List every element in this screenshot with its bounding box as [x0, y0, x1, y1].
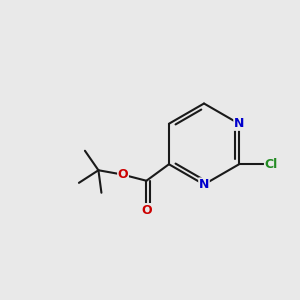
- Text: O: O: [141, 204, 152, 217]
- Text: Cl: Cl: [265, 158, 278, 171]
- Text: N: N: [199, 178, 209, 191]
- Text: O: O: [118, 168, 128, 181]
- Text: N: N: [234, 117, 244, 130]
